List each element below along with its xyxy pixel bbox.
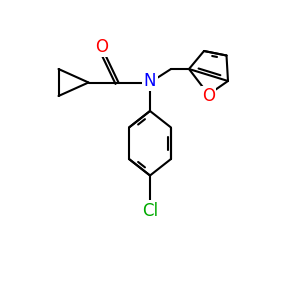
Text: O: O (202, 87, 215, 105)
Text: Cl: Cl (142, 202, 158, 220)
Text: O: O (95, 38, 109, 56)
Text: N: N (144, 72, 156, 90)
